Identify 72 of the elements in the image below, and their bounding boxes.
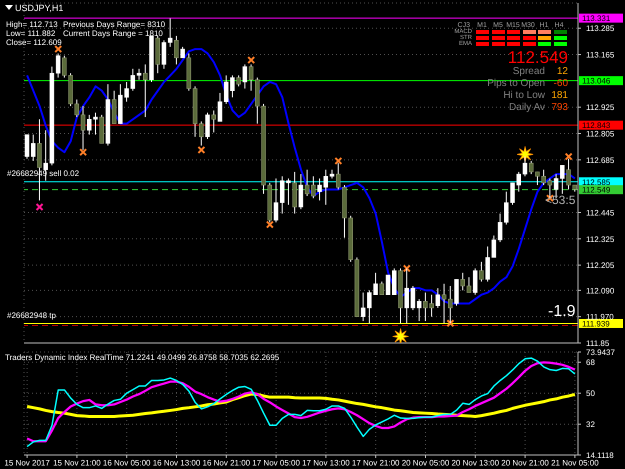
x-tick-label: 16 Nov 13:00 <box>152 458 201 468</box>
y-tick-label: 112.090 <box>586 286 615 296</box>
point <box>564 152 573 161</box>
ref-line-label: 112.843 <box>582 121 611 130</box>
x-tick-label: 15 Nov 21:00 <box>53 458 102 468</box>
annotation: <53:5 <box>545 193 576 207</box>
chart-title: Traders Dynamic Index RealTime 71.2241 49.0499 26.8758 58.7035 62.2695 <box>5 353 280 362</box>
x-tick-label: 20 Nov 13:00 <box>451 458 500 468</box>
y-tick-label: 112.325 <box>586 234 615 244</box>
annotation: High= 112.713 <box>6 20 58 29</box>
line-series <box>26 392 576 418</box>
point <box>266 220 274 229</box>
ref-line-label: 112.549 <box>582 186 611 195</box>
ref-line-label: 112.585 <box>582 178 611 187</box>
y-tick-label: 112.685 <box>586 156 615 165</box>
annotation: Hi to Low <box>503 90 545 101</box>
x-tick-label: 16 Nov 05:00 <box>102 458 152 468</box>
y-tick-label: 111.85 <box>586 339 610 348</box>
candlestick <box>472 268 478 296</box>
x-tick-label: 21 Nov 05:00 <box>551 458 600 468</box>
candlestick <box>436 288 440 308</box>
y-tick-label: 32 <box>586 420 596 430</box>
y-tick-label: 112.805 <box>586 130 615 139</box>
y-tick-label: 112.205 <box>586 261 615 270</box>
point <box>54 45 62 54</box>
chart-title: USDJPY,H1 <box>15 3 64 13</box>
annotation: 112.549 <box>508 48 568 67</box>
annotation: Low= 111.882 <box>6 29 56 38</box>
candlestick <box>205 112 210 140</box>
ref-line-label: 113.331 <box>582 14 611 24</box>
annotation: -1.9 <box>548 303 576 320</box>
candlestick <box>180 46 185 58</box>
annotation: Spread <box>512 66 545 77</box>
y-tick-label: 113.285 <box>586 24 615 34</box>
x-tick-label: 17 Nov 21:00 <box>352 458 400 468</box>
y-tick-label: 112.925 <box>586 103 615 112</box>
point <box>446 319 454 328</box>
candlestick <box>373 272 378 296</box>
y-tick-label: 14.1118 <box>586 451 614 460</box>
x-tick-label: 20 Nov 21:00 <box>501 458 550 468</box>
x-tick-label: 17 Nov 13:00 <box>302 458 350 468</box>
ref-line-label: 113.046 <box>582 76 611 86</box>
y-tick-label: 113.165 <box>586 50 615 60</box>
candlestick <box>298 174 304 210</box>
y-tick-label: 50 <box>586 389 596 398</box>
point <box>79 148 88 156</box>
annotation: #26682948 tp <box>7 311 56 320</box>
x-tick-label: 17 Nov 05:00 <box>252 458 300 468</box>
y-tick-label: 68 <box>586 358 596 368</box>
ref-line-label: 111.939 <box>582 319 610 328</box>
annotation: Close= 112.609 <box>6 38 62 47</box>
point <box>334 156 342 165</box>
y-tick-label: 112.445 <box>586 208 615 218</box>
x-tick-label: 16 Nov 21:00 <box>202 458 251 468</box>
point <box>36 203 44 211</box>
point <box>247 56 256 64</box>
point <box>402 264 411 272</box>
x-tick-label: 15 Nov 2017 <box>4 458 50 468</box>
annotation: Daily Av <box>509 102 545 113</box>
annotation: Previous Days Range= 8310 <box>63 20 166 29</box>
point <box>392 328 409 343</box>
y-tick-label: 73.9437 <box>586 348 616 357</box>
annotation: 793 <box>551 102 568 113</box>
annotation: -60 <box>554 78 568 89</box>
annotation: 181 <box>551 90 568 101</box>
x-tick-label: 20 Nov 05:00 <box>402 458 450 468</box>
annotation: 12 <box>556 66 568 77</box>
point <box>516 146 534 163</box>
annotation: Pips to Open <box>487 78 545 89</box>
point <box>197 146 206 154</box>
annotation: Current Days Range = 1810 <box>63 29 163 38</box>
candlestick <box>242 64 248 90</box>
